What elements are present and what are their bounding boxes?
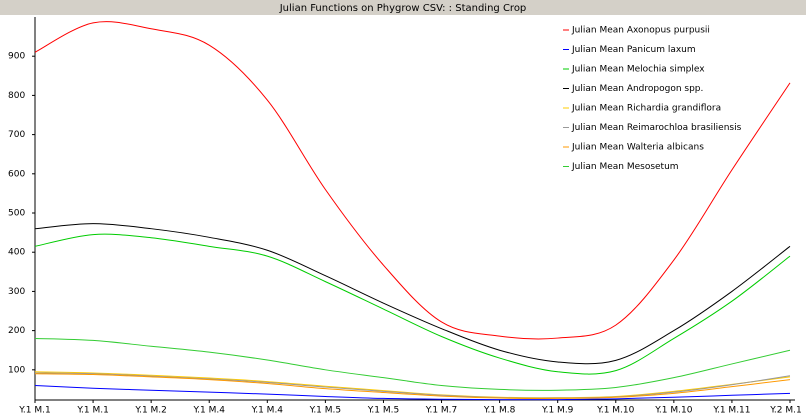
y-tick-label: 400 — [8, 248, 25, 258]
x-tick-label: Y.1 M.5 — [309, 406, 341, 416]
x-tick-label: Y.1 M.10 — [654, 406, 692, 416]
series-line — [34, 372, 791, 399]
series-line — [34, 371, 791, 399]
legend-label: Julian Mean Andropogon spp. — [571, 84, 703, 94]
legend-label: Julian Mean Panicum laxum — [571, 45, 696, 55]
x-tick-label: Y.2 M.1 — [769, 406, 801, 416]
y-tick-label: 700 — [8, 130, 25, 140]
y-tick-label: 200 — [8, 326, 25, 336]
series-line — [34, 337, 791, 391]
y-tick-label: 600 — [8, 169, 25, 179]
title-bar — [0, 0, 806, 15]
y-tick-label: 100 — [8, 365, 25, 375]
x-tick-label: Y.1 M.9 — [541, 406, 574, 416]
x-tick-label: Y.1 M.7 — [425, 406, 457, 416]
y-tick-label: 900 — [8, 52, 25, 62]
series-line — [34, 384, 791, 401]
legend-label: Julian Mean Walteria albicans — [571, 143, 704, 153]
legend-label: Julian Mean Richardia grandiflora — [571, 104, 721, 114]
x-tick-label: Y.1 M.2 — [134, 406, 166, 416]
series-line — [34, 21, 791, 340]
x-tick-label: Y.1 M.1 — [18, 406, 50, 416]
series-line — [34, 233, 791, 375]
x-tick-label: Y.1 M.11 — [712, 406, 750, 416]
legend-label: Julian Mean Melochia simplex — [571, 65, 705, 75]
series-line — [34, 223, 791, 365]
y-tick-label: 800 — [8, 91, 25, 101]
legend-label: Julian Mean Mesosetum — [571, 162, 679, 172]
x-tick-label: Y.1 M.10 — [596, 406, 634, 416]
x-tick-label: Y.1 M.5 — [367, 406, 399, 416]
y-tick-label: 500 — [8, 209, 25, 219]
y-tick-label: 300 — [8, 287, 25, 297]
x-tick-label: Y.1 M.8 — [483, 406, 516, 416]
legend-label: Julian Mean Axonopus purpusii — [571, 26, 710, 36]
legend-label: Julian Mean Reimarochloa brasiliensis — [571, 123, 742, 133]
series-line — [34, 373, 791, 399]
x-tick-label: Y.1 M.4 — [192, 406, 225, 416]
chart-title: Julian Functions on Phygrow CSV: : Stand… — [279, 3, 527, 14]
x-tick-label: Y.1 M.4 — [251, 406, 284, 416]
x-tick-label: Y.1 M.1 — [76, 406, 108, 416]
